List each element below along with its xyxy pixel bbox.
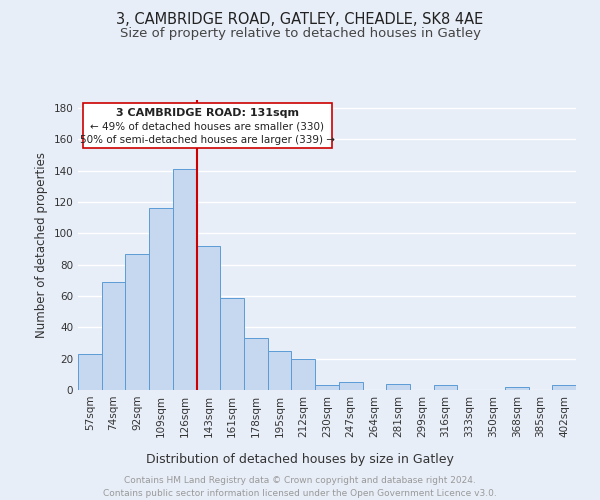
Bar bbox=[434, 386, 457, 390]
Bar bbox=[173, 169, 197, 390]
FancyBboxPatch shape bbox=[83, 103, 332, 148]
Bar bbox=[339, 382, 362, 390]
Bar bbox=[268, 351, 292, 390]
Text: Size of property relative to detached houses in Gatley: Size of property relative to detached ho… bbox=[119, 28, 481, 40]
Text: Contains public sector information licensed under the Open Government Licence v3: Contains public sector information licen… bbox=[103, 489, 497, 498]
Y-axis label: Number of detached properties: Number of detached properties bbox=[35, 152, 48, 338]
Text: 3, CAMBRIDGE ROAD, GATLEY, CHEADLE, SK8 4AE: 3, CAMBRIDGE ROAD, GATLEY, CHEADLE, SK8 … bbox=[116, 12, 484, 28]
Bar bbox=[552, 386, 576, 390]
Bar bbox=[78, 354, 102, 390]
Bar bbox=[292, 358, 315, 390]
Bar bbox=[102, 282, 125, 390]
Bar bbox=[125, 254, 149, 390]
Bar bbox=[386, 384, 410, 390]
Text: Contains HM Land Registry data © Crown copyright and database right 2024.: Contains HM Land Registry data © Crown c… bbox=[124, 476, 476, 485]
Bar bbox=[149, 208, 173, 390]
Text: 3 CAMBRIDGE ROAD: 131sqm: 3 CAMBRIDGE ROAD: 131sqm bbox=[116, 108, 299, 118]
Bar bbox=[197, 246, 220, 390]
Text: Distribution of detached houses by size in Gatley: Distribution of detached houses by size … bbox=[146, 452, 454, 466]
Bar bbox=[505, 387, 529, 390]
Bar bbox=[244, 338, 268, 390]
Bar bbox=[315, 386, 339, 390]
Text: 50% of semi-detached houses are larger (339) →: 50% of semi-detached houses are larger (… bbox=[80, 135, 335, 145]
Bar bbox=[220, 298, 244, 390]
Text: ← 49% of detached houses are smaller (330): ← 49% of detached houses are smaller (33… bbox=[91, 122, 325, 132]
